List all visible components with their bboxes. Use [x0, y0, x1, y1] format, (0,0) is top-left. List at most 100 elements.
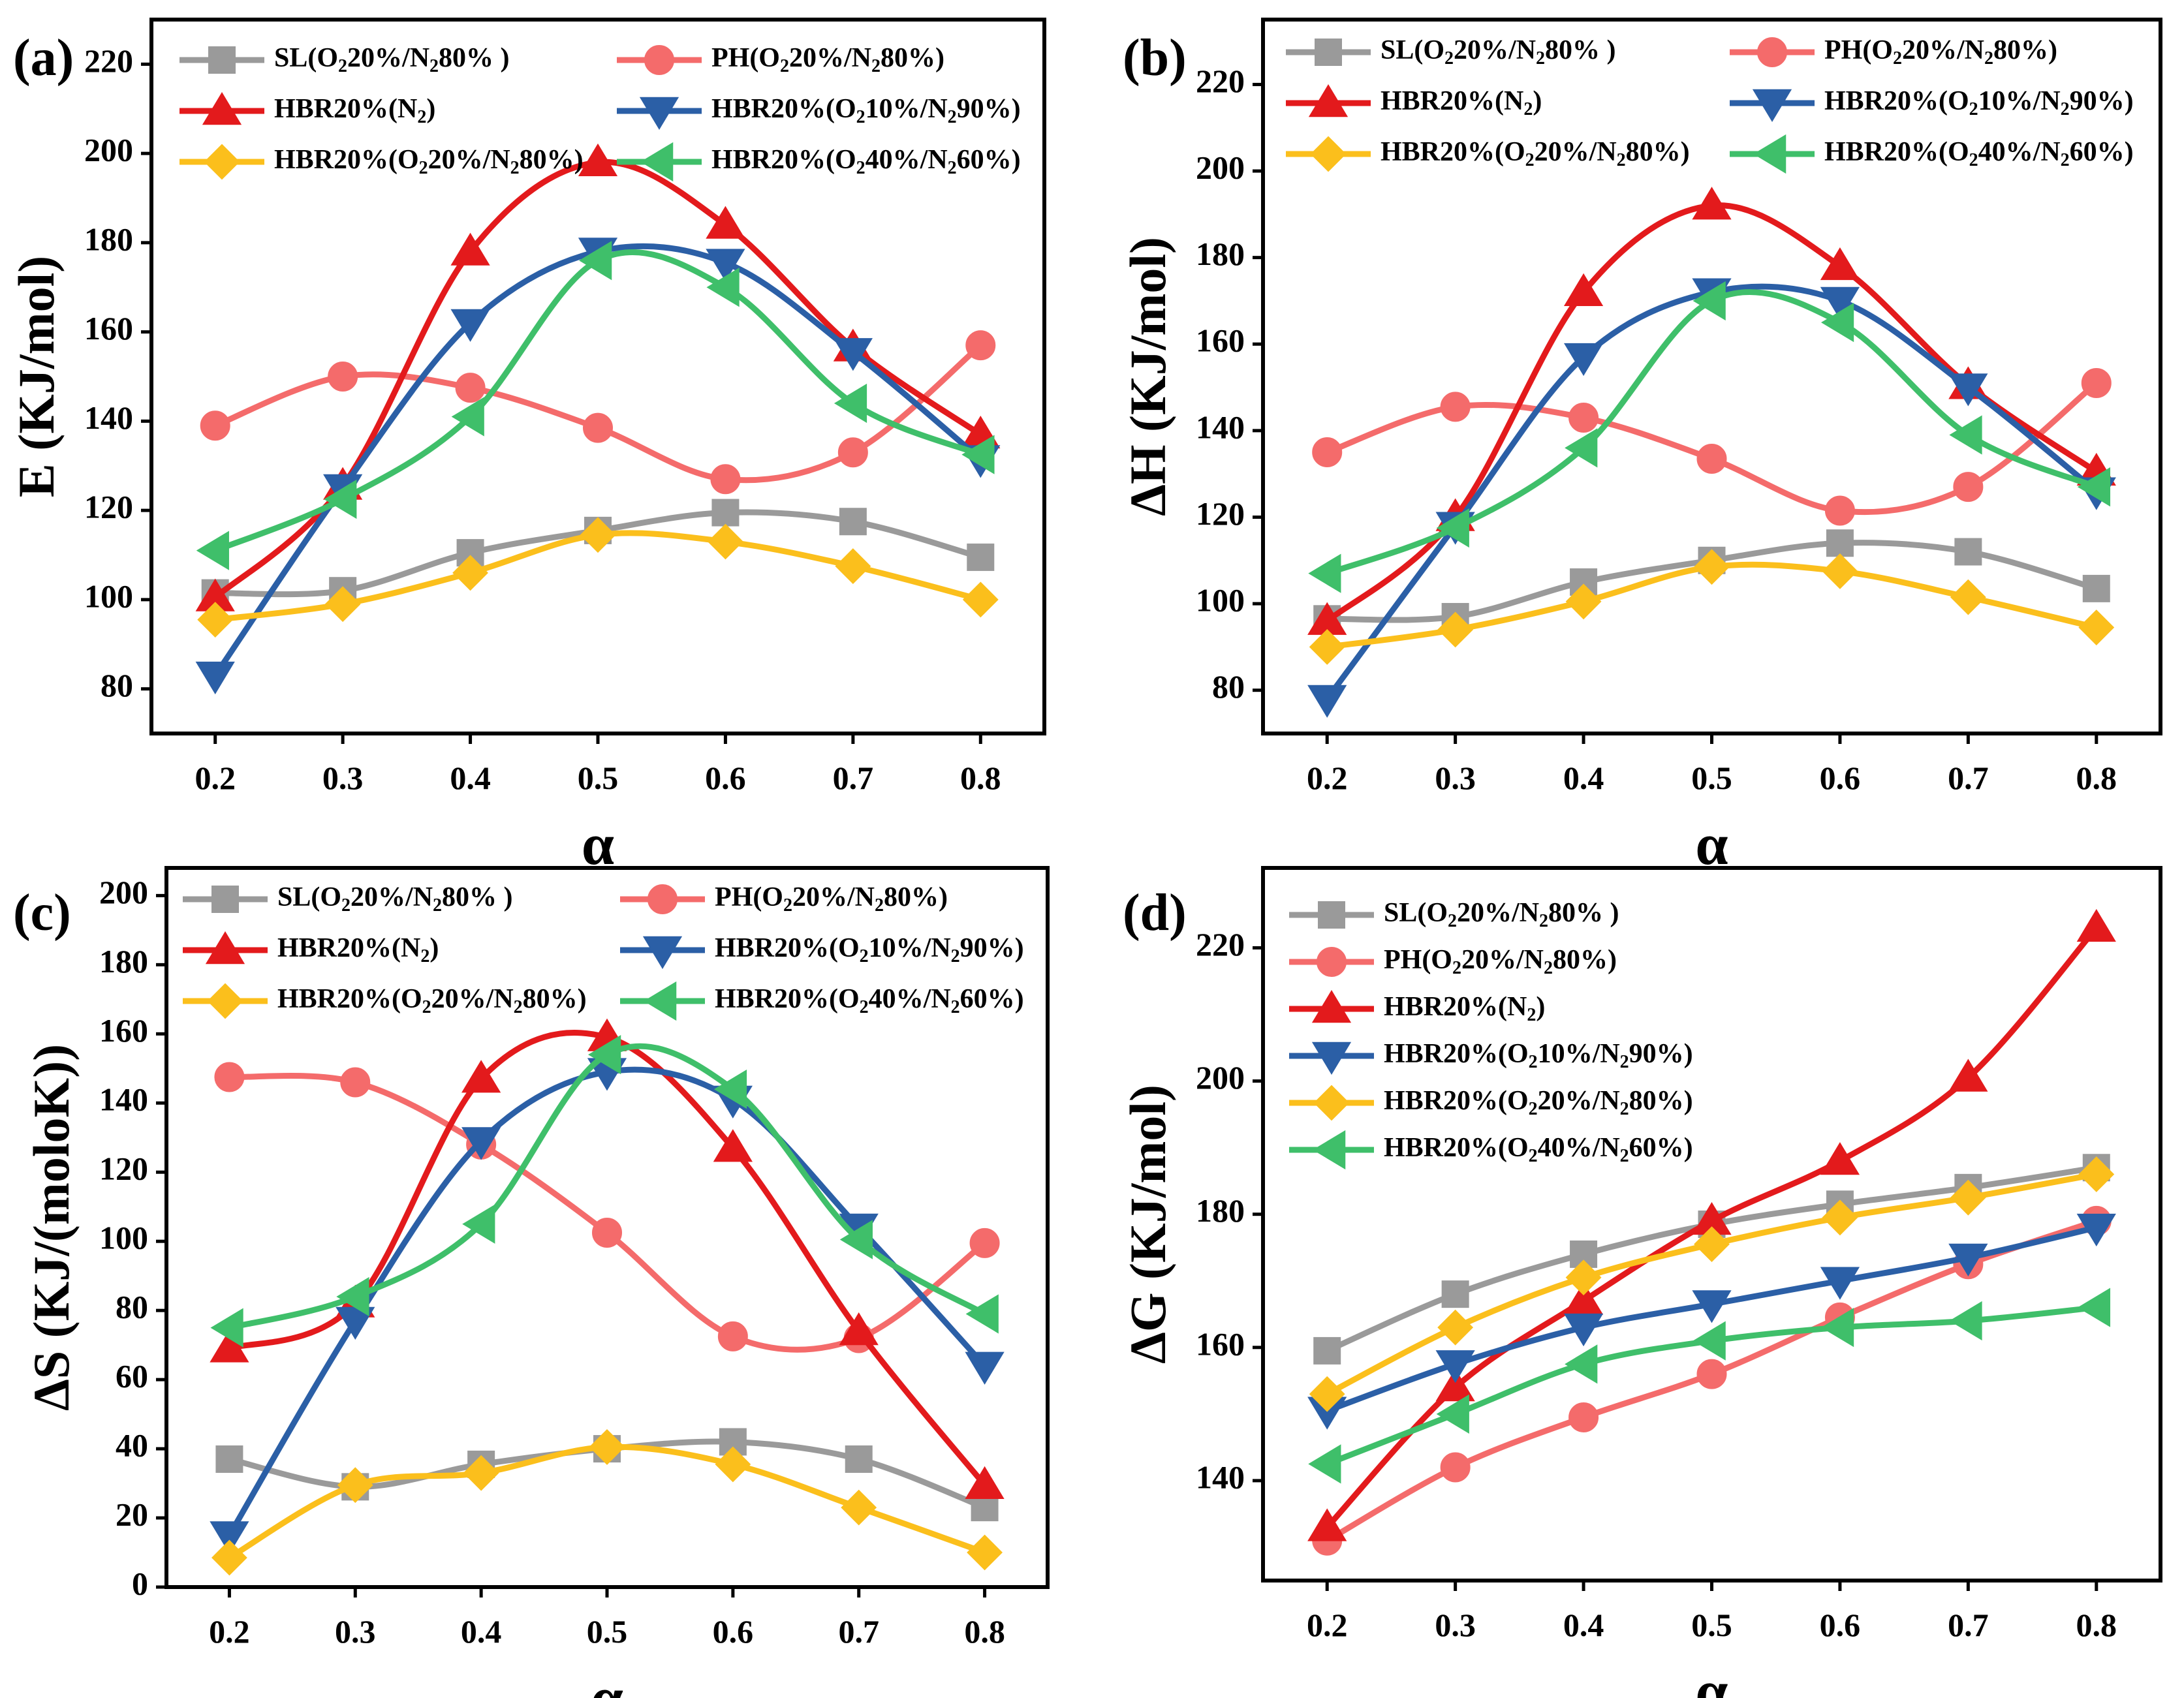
series-O40 [1308, 1288, 2111, 1484]
series-line [212, 243, 983, 677]
series-PH [200, 330, 996, 495]
data-point [1308, 553, 1341, 593]
x-tick-label: 0.8 [2076, 1607, 2117, 1643]
data-point [1563, 273, 1604, 306]
data-point [452, 555, 488, 591]
y-tick-label: 120 [1196, 495, 1245, 532]
y-tick-label: 160 [84, 310, 133, 347]
data-point [2078, 1156, 2115, 1192]
legend-label: HBR20%(O240%/N260%) [1824, 137, 2134, 171]
y-axis-label: ΔH (KJ/mol) [1119, 237, 1176, 516]
series-O10 [1307, 278, 2116, 718]
y-tick-label: 60 [116, 1358, 148, 1395]
y-tick-label: 100 [84, 578, 133, 614]
data-point [1307, 1508, 1347, 1541]
data-point [336, 1276, 369, 1317]
series-O40 [196, 241, 995, 570]
data-point [713, 1069, 747, 1109]
data-point [2082, 574, 2110, 602]
data-point [1820, 286, 1860, 320]
data-point [967, 543, 995, 571]
data-point [1313, 1336, 1341, 1365]
legend-swatch-marker [1317, 947, 1347, 977]
legend-item-N2: HBR20%(N2) [1286, 84, 1542, 120]
legend-swatch-marker [1313, 1130, 1346, 1170]
data-point [1568, 1402, 1599, 1432]
y-tick-label: 160 [99, 1012, 148, 1049]
legend-label: SL(O220%/N280% ) [277, 882, 513, 916]
data-point [1948, 373, 1988, 407]
y-axis-label: ΔG (KJ/mol) [1119, 1085, 1176, 1364]
x-tick-label: 0.3 [1435, 760, 1476, 796]
y-tick-label: 160 [1196, 1325, 1245, 1362]
data-point [1437, 1309, 1474, 1346]
series-O40 [210, 1034, 999, 1348]
x-tick-label: 0.4 [1563, 760, 1604, 796]
data-point [583, 412, 613, 443]
data-point [1309, 1376, 1345, 1412]
x-tick-label: 0.2 [1307, 760, 1348, 796]
x-tick-label: 0.5 [1691, 760, 1732, 796]
legend-swatch-marker [1308, 84, 1349, 117]
x-tick-label: 0.8 [2076, 760, 2117, 796]
legend-item-SL: SL(O220%/N280% ) [1286, 35, 1616, 69]
legend-item-O40: HBR20%(O240%/N260%) [1730, 134, 2134, 174]
y-tick-label: 220 [84, 42, 133, 79]
data-point [1826, 529, 1854, 557]
data-point [1694, 549, 1730, 585]
legend-label: HBR20%(O210%/N290%) [715, 933, 1024, 967]
data-point [2076, 1213, 2116, 1247]
legend-label: PH(O220%/N280%) [1384, 945, 1617, 979]
legend-label: PH(O220%/N280%) [715, 882, 948, 916]
data-point [1948, 1243, 1988, 1276]
data-point [1435, 1350, 1475, 1383]
data-point [324, 479, 357, 519]
legend-item-O20: HBR20%(O220%/N280%) [1289, 1085, 1693, 1121]
y-tick-label: 20 [116, 1496, 148, 1533]
data-point [1693, 281, 1726, 321]
data-point [1436, 1394, 1469, 1434]
y-tick-label: 140 [1196, 409, 1245, 445]
data-point [337, 1467, 373, 1504]
chart-panel-2: 0.2 0.3 0.4 0.5 0.6 0.7 0.8 0 20 40 60 80 100 120 140 1… [13, 866, 1050, 1698]
series-O20 [1309, 1156, 2115, 1412]
x-tick-label: 0.2 [1307, 1607, 1348, 1643]
series-line [228, 1030, 988, 1487]
y-tick-label: 140 [1196, 1459, 1245, 1495]
y-tick-label: 200 [84, 132, 133, 168]
data-point [580, 517, 616, 553]
data-point [1824, 495, 1855, 526]
y-tick-label: 100 [99, 1220, 148, 1256]
series-PH [214, 1062, 1000, 1353]
legend-swatch-marker [1315, 39, 1342, 66]
legend-item-O20: HBR20%(O220%/N280%) [183, 983, 587, 1019]
data-point [461, 1060, 501, 1093]
legend-item-O10: HBR20%(O210%/N290%) [620, 933, 1024, 969]
data-point [2078, 610, 2115, 645]
data-point [463, 1455, 499, 1491]
data-point [1563, 1313, 1604, 1347]
data-point [1563, 343, 1604, 377]
data-point [455, 373, 486, 403]
data-point [1694, 1226, 1730, 1263]
legend-label: HBR20%(O210%/N290%) [711, 94, 1021, 128]
chart-panel-3: 0.2 0.3 0.4 0.5 0.6 0.7 0.8 140 160 180 200 220 α ΔG … [1119, 866, 2162, 1698]
data-point [210, 1521, 249, 1554]
data-point [1820, 1267, 1860, 1300]
data-point [841, 1489, 877, 1526]
legend: SL(O220%/N280% ) PH(O220%/N280%) HBR20%(N2… [183, 882, 1024, 1021]
legend-swatch-marker [204, 144, 240, 180]
data-point [2076, 908, 2116, 942]
legend-item-N2: HBR20%(N2) [183, 931, 439, 966]
panel-label: (d) [1123, 884, 1187, 942]
x-tick-label: 0.3 [322, 760, 364, 796]
legend-label: HBR20%(N2) [1381, 86, 1542, 120]
legend-swatch-marker [644, 981, 677, 1021]
data-point [1949, 1301, 1982, 1341]
data-point [1441, 1280, 1469, 1308]
panel-label: (c) [13, 884, 71, 942]
legend-swatch-marker [642, 936, 683, 969]
data-point [450, 309, 490, 342]
y-tick-label: 180 [1196, 1192, 1245, 1229]
legend-item-PH: PH(O220%/N280%) [617, 43, 944, 76]
